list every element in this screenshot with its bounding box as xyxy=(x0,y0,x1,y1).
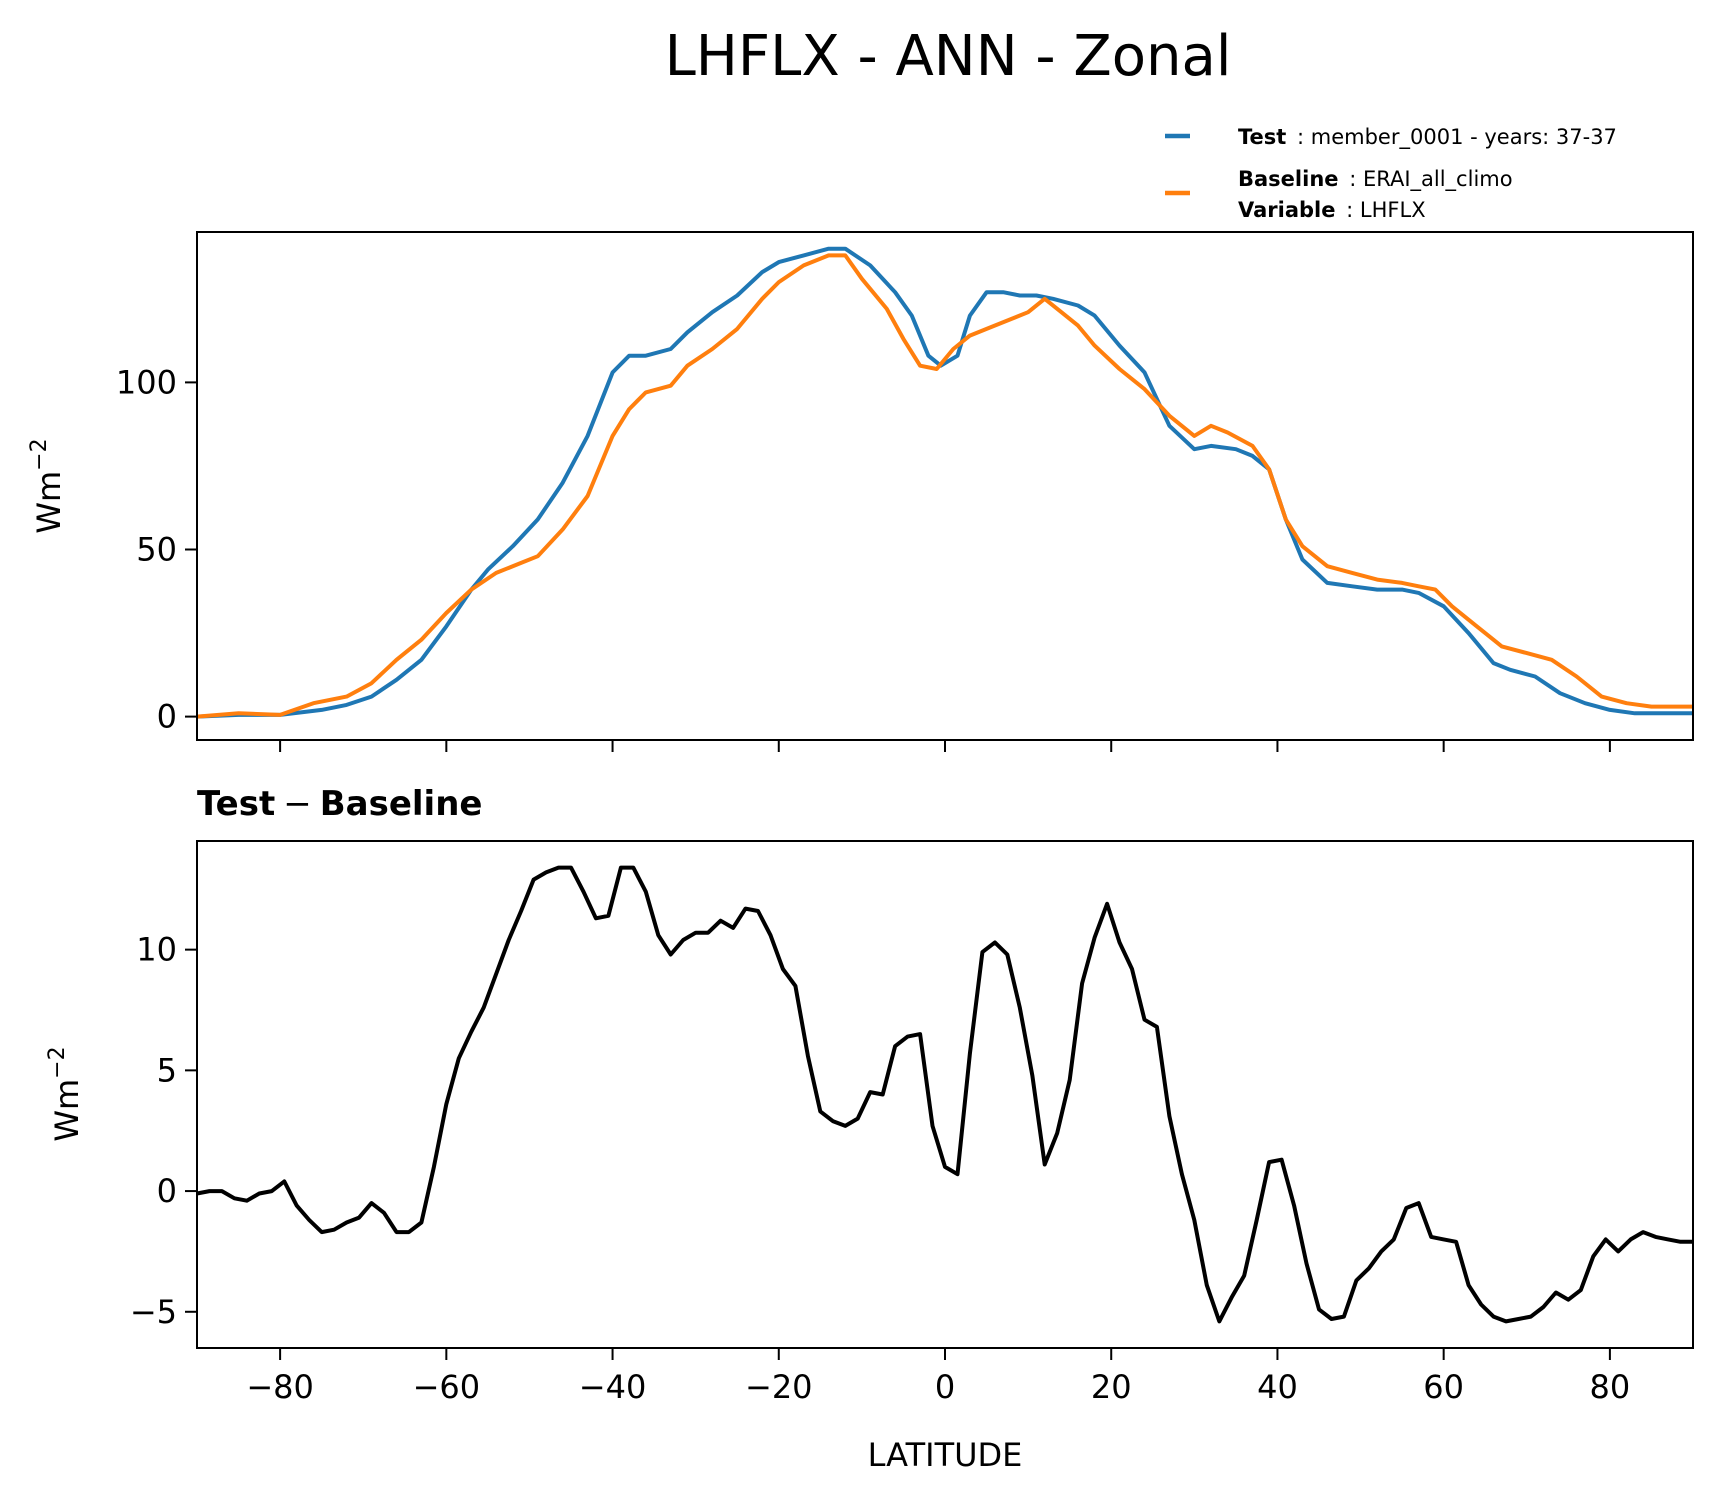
x-axis-label: LATITUDE xyxy=(868,1436,1023,1474)
top-panel: 0 50 100 Wm−2 xyxy=(27,231,1694,752)
bottom-y-tick-label: 0 xyxy=(157,1172,177,1210)
bottom-x-tick-label: −60 xyxy=(413,1368,481,1406)
bottom-x-tick-label: 0 xyxy=(935,1368,955,1406)
bottom-panel-title: Test − Baseline xyxy=(197,784,482,824)
legend-test-entry: Test : member_0001 - years: 37-37 xyxy=(1238,125,1617,150)
bottom-title-b: Baseline xyxy=(320,784,483,824)
top-series xyxy=(196,246,1693,719)
top-y-tick-label: 100 xyxy=(116,363,177,401)
legend-baseline-label: Baseline xyxy=(1238,167,1339,191)
bottom-x-tick-label: −80 xyxy=(246,1368,314,1406)
bottom-y-tick-label: −5 xyxy=(130,1293,177,1331)
bottom-panel: −80 −60 −40 −20 0 20 40 60 80 −5 0 5 10 Wm−2 LATITU… xyxy=(45,840,1694,1474)
bottom-y-axis-label-exponent: −2 xyxy=(45,1046,70,1078)
bottom-x-tick-label: −40 xyxy=(579,1368,647,1406)
top-series-baseline xyxy=(196,253,1693,719)
top-x-ticks xyxy=(279,740,1611,752)
bottom-y-tick-label: 10 xyxy=(136,931,177,969)
bottom-x-tick-label: −20 xyxy=(745,1368,813,1406)
top-y-axis-label-exponent: −2 xyxy=(27,438,52,470)
legend-variable-label: Variable xyxy=(1238,198,1335,222)
bottom-frame xyxy=(196,840,1694,1349)
bottom-x-tick-label: 80 xyxy=(1590,1368,1631,1406)
bottom-x-ticks: −80 −60 −40 −20 0 20 40 60 80 xyxy=(246,1348,1630,1406)
bottom-title-op: − xyxy=(283,784,312,824)
bottom-y-ticks: −5 0 5 10 xyxy=(130,931,197,1331)
bottom-x-tick-label: 40 xyxy=(1257,1368,1298,1406)
bottom-x-tick-label: 60 xyxy=(1423,1368,1464,1406)
legend-test-label: Test xyxy=(1238,125,1286,149)
bottom-title-a: Test xyxy=(197,784,275,824)
bottom-series-test-baseline xyxy=(196,865,1693,1324)
top-y-ticks: 0 50 100 xyxy=(116,363,197,736)
bottom-y-axis-label: Wm−2 xyxy=(45,1046,86,1141)
legend-variable-text: LHFLX xyxy=(1360,198,1426,222)
top-y-axis-label-base: Wm xyxy=(30,471,68,534)
bottom-y-axis-label-base: Wm xyxy=(48,1079,86,1142)
legend-baseline-entry: Baseline : ERAI_all_climo xyxy=(1238,167,1513,192)
figure-title: LHFLX - ANN - Zonal xyxy=(665,24,1232,89)
top-frame xyxy=(196,231,1694,741)
top-y-tick-label: 50 xyxy=(136,531,177,569)
bottom-x-tick-label: 20 xyxy=(1091,1368,1132,1406)
bottom-y-tick-label: 5 xyxy=(157,1051,177,1089)
legend-variable-entry: Variable : LHFLX xyxy=(1238,198,1426,222)
legend: Test : member_0001 - years: 37-37 Baseli… xyxy=(1165,125,1617,222)
bottom-plot-area xyxy=(197,841,1693,1348)
legend-test-text: member_0001 - years: 37-37 xyxy=(1311,125,1617,150)
top-plot-area xyxy=(197,232,1693,740)
top-y-tick-label: 0 xyxy=(157,698,177,736)
bottom-series xyxy=(196,865,1693,1324)
top-series-test xyxy=(196,246,1693,719)
top-y-axis-label: Wm−2 xyxy=(27,438,68,533)
legend-baseline-text: ERAI_all_climo xyxy=(1363,167,1513,192)
